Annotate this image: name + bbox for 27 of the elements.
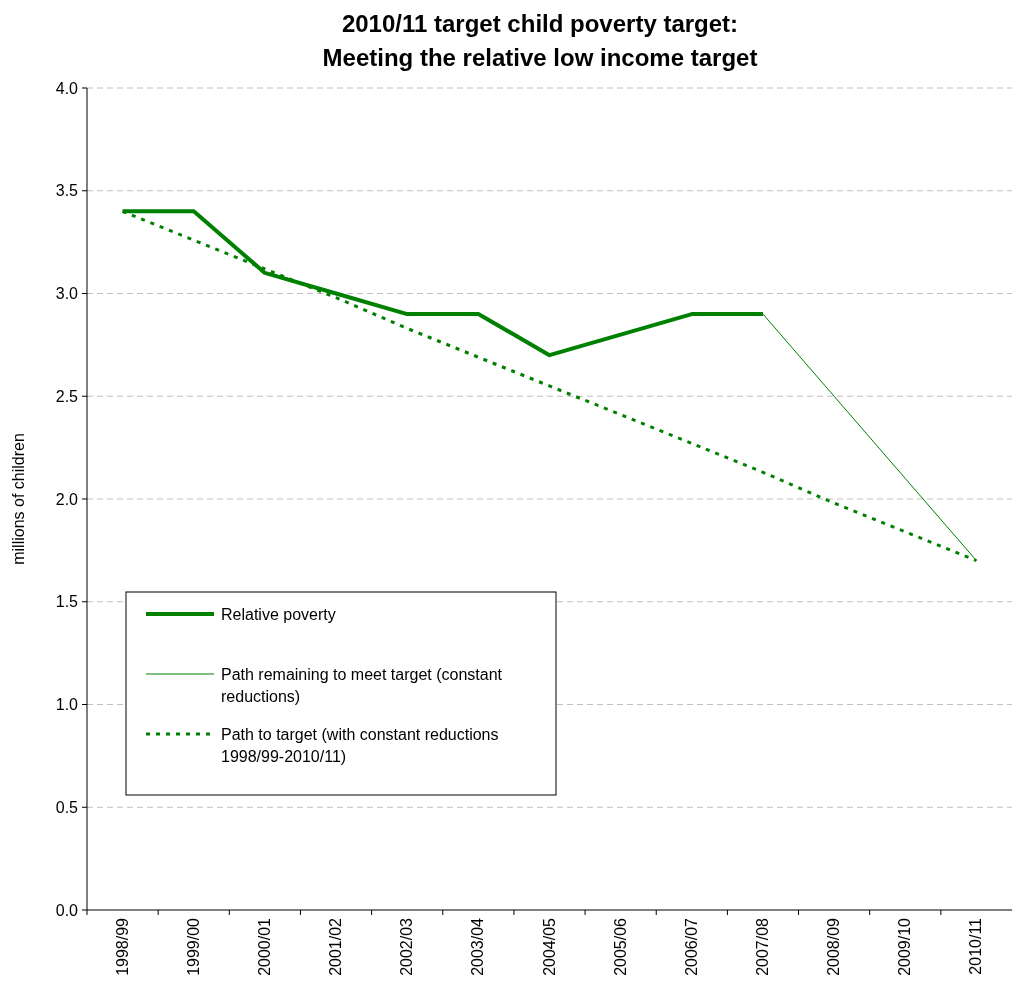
x-tick-label: 2004/05 (540, 917, 558, 976)
y-tick-label: 3.5 (55, 182, 79, 200)
x-tick-label: 2006/07 (682, 917, 700, 976)
y-tick-label: 3.0 (55, 285, 79, 303)
y-tick-label: 1.0 (55, 696, 79, 714)
legend-label: Path remaining to meet target (constant reductions) (221, 665, 503, 705)
y-tick-label: 2.0 (55, 490, 79, 508)
x-tick-label: 2010/11 (967, 917, 985, 975)
legend-label: Relative poverty (221, 605, 336, 623)
y-axis-title: millions of children (10, 433, 27, 565)
x-tick-label: 2008/09 (825, 917, 843, 976)
y-tick-label: 1.5 (55, 593, 79, 611)
x-tick-label: 2000/01 (255, 917, 273, 976)
x-tick-label: 1998/99 (113, 917, 131, 976)
legend-label: Path to target (with constant reductions 1998/99-2010/11) (221, 725, 499, 765)
chart-title: 2010/11 target child poverty target: Meeting the relative low income target (322, 10, 758, 71)
x-tick-label: 2002/03 (398, 917, 416, 976)
x-tick-label: 1999/00 (184, 917, 202, 976)
x-tick-label: 2009/10 (896, 917, 914, 976)
x-tick-label: 2007/08 (753, 917, 771, 976)
y-tick-label: 4.0 (55, 79, 79, 97)
y-tick-label: 0.5 (55, 798, 79, 816)
y-tick-label: 2.5 (55, 387, 79, 405)
x-tick-label: 2005/06 (611, 917, 629, 976)
x-tick-label: 2003/04 (469, 917, 487, 976)
x-tick-label: 2001/02 (327, 917, 345, 976)
y-tick-label: 0.0 (55, 901, 79, 919)
